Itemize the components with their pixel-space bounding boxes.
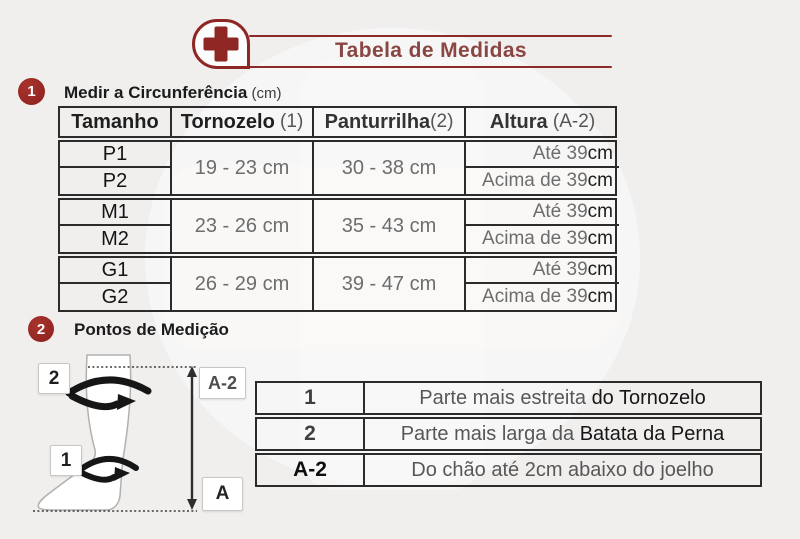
col-header-tornozelo-label: Tornozelo	[180, 110, 275, 133]
ankle-range-P: 19 - 23 cm	[170, 142, 312, 194]
height-cell-M1: Até 39 cm	[464, 200, 619, 226]
ankle-range-G: 26 - 29 cm	[170, 258, 312, 310]
banner-line-bottom	[249, 66, 612, 68]
height-cell-P2: Acima de 39 cm	[464, 168, 619, 194]
height-text: Acima de 39	[482, 228, 588, 249]
height-text: Até 39	[532, 259, 588, 280]
section-2-badge: 2	[28, 316, 54, 342]
height-cell-P1: Até 39 cm	[464, 142, 619, 168]
point-description: Do chão até 2cm abaixo do joelho	[365, 455, 760, 485]
height-unit: cm	[587, 286, 613, 307]
size-cell-P2: P2	[102, 169, 128, 192]
size-cell-G1: G1	[60, 258, 170, 284]
page-title: Tabela de Medidas	[335, 39, 527, 62]
height-a2-label: A-2	[199, 367, 246, 399]
size-group-P: P1 19 - 23 cm 30 - 38 cm Até 39 cm P2 Ac…	[58, 140, 619, 196]
size-group-G: G1 26 - 29 cm 39 - 47 cm Até 39 cm G2 Ac…	[58, 256, 619, 312]
point-description: Parte mais estreita do Tornozelo	[365, 383, 760, 413]
ankle-range-M: 23 - 26 cm	[170, 200, 312, 252]
size-cell-P1: P1	[60, 142, 170, 168]
point-key: 1	[257, 383, 365, 413]
height-text: Até 39	[532, 201, 588, 222]
height-unit: cm	[587, 170, 613, 191]
table-row: A-2 Do chão até 2cm abaixo do joelho	[255, 453, 762, 487]
section-1-badge: 1	[18, 78, 45, 105]
height-unit: cm	[587, 201, 613, 222]
point-key: 2	[257, 419, 365, 449]
height-text: Até 39	[532, 143, 588, 164]
size-group-M: M1 23 - 26 cm 35 - 43 cm Até 39 cm M2 Ac…	[58, 198, 619, 254]
calf-point-label: 2	[38, 363, 70, 394]
leg-illustration	[33, 354, 197, 512]
height-text: Acima de 39	[482, 286, 588, 307]
measurement-points-table: 1 Parte mais estreita do Tornozelo 2 Par…	[255, 381, 762, 489]
section-1-title-unit: (cm)	[247, 85, 282, 102]
col-header-panturrilha: Panturrilha (2)	[312, 108, 464, 136]
description-dark: Batata da Perna	[579, 422, 725, 445]
banner-line-top	[249, 35, 612, 37]
description-dark: do Tornozelo	[591, 386, 706, 409]
point-description: Parte mais larga da Batata da Perna	[365, 419, 760, 449]
section-1-title-main: Medir a Circunferência	[64, 83, 248, 102]
height-a-label: A	[202, 477, 243, 511]
height-unit: cm	[587, 228, 613, 249]
calf-range-M: 35 - 43 cm	[312, 200, 464, 252]
height-unit: cm	[587, 259, 613, 280]
height-cell-G2: Acima de 39 cm	[464, 284, 619, 310]
col-header-altura-label: Altura	[489, 110, 548, 133]
col-header-altura-ref: (A-2)	[547, 111, 596, 132]
point-key: A-2	[257, 455, 365, 485]
section-2-title: Pontos de Medição	[74, 320, 229, 339]
description-light: Do chão até 2cm abaixo do joelho	[411, 458, 714, 481]
calf-circumference-arrow-icon	[65, 376, 152, 411]
cross-horizontal-bar	[203, 37, 239, 51]
height-measure-arrow-icon	[187, 366, 197, 510]
section-1-title: Medir a Circunferência (cm)	[64, 83, 281, 103]
col-header-tornozelo-ref: (1)	[274, 111, 304, 132]
ankle-circumference-arrow-icon	[77, 456, 139, 483]
col-header-tamanho: Tamanho	[60, 108, 170, 136]
col-header-panturrilha-ref: (2)	[430, 111, 454, 132]
height-text: Acima de 39	[482, 170, 588, 191]
height-cell-G1: Até 39 cm	[464, 258, 619, 284]
description-light: Parte mais larga da	[400, 422, 580, 445]
calf-range-G: 39 - 47 cm	[312, 258, 464, 310]
measurement-table: Tamanho Tornozelo (1) Panturrilha (2) Alt…	[58, 106, 619, 314]
size-cell-M1: M1	[60, 200, 170, 226]
calf-range-P: 30 - 38 cm	[312, 142, 464, 194]
height-cell-M2: Acima de 39 cm	[464, 226, 619, 252]
size-cell-G2: G2	[101, 285, 129, 308]
col-header-panturrilha-label: Panturrilha	[324, 110, 431, 133]
description-light: Parte mais estreita	[419, 386, 592, 409]
medical-cross-icon	[192, 19, 250, 69]
table-row: 1 Parte mais estreita do Tornozelo	[255, 381, 762, 415]
size-cell-M2: M2	[101, 227, 129, 250]
table-row: 2 Parte mais larga da Batata da Perna	[255, 417, 762, 451]
height-unit: cm	[587, 143, 613, 164]
measurement-table-header-row: Tamanho Tornozelo (1) Panturrilha (2) Alt…	[58, 106, 617, 138]
col-header-altura: Altura (A-2)	[464, 108, 619, 136]
col-header-tornozelo: Tornozelo (1)	[170, 108, 312, 136]
ankle-point-label: 1	[50, 445, 82, 476]
col-header-tamanho-label: Tamanho	[71, 110, 159, 133]
